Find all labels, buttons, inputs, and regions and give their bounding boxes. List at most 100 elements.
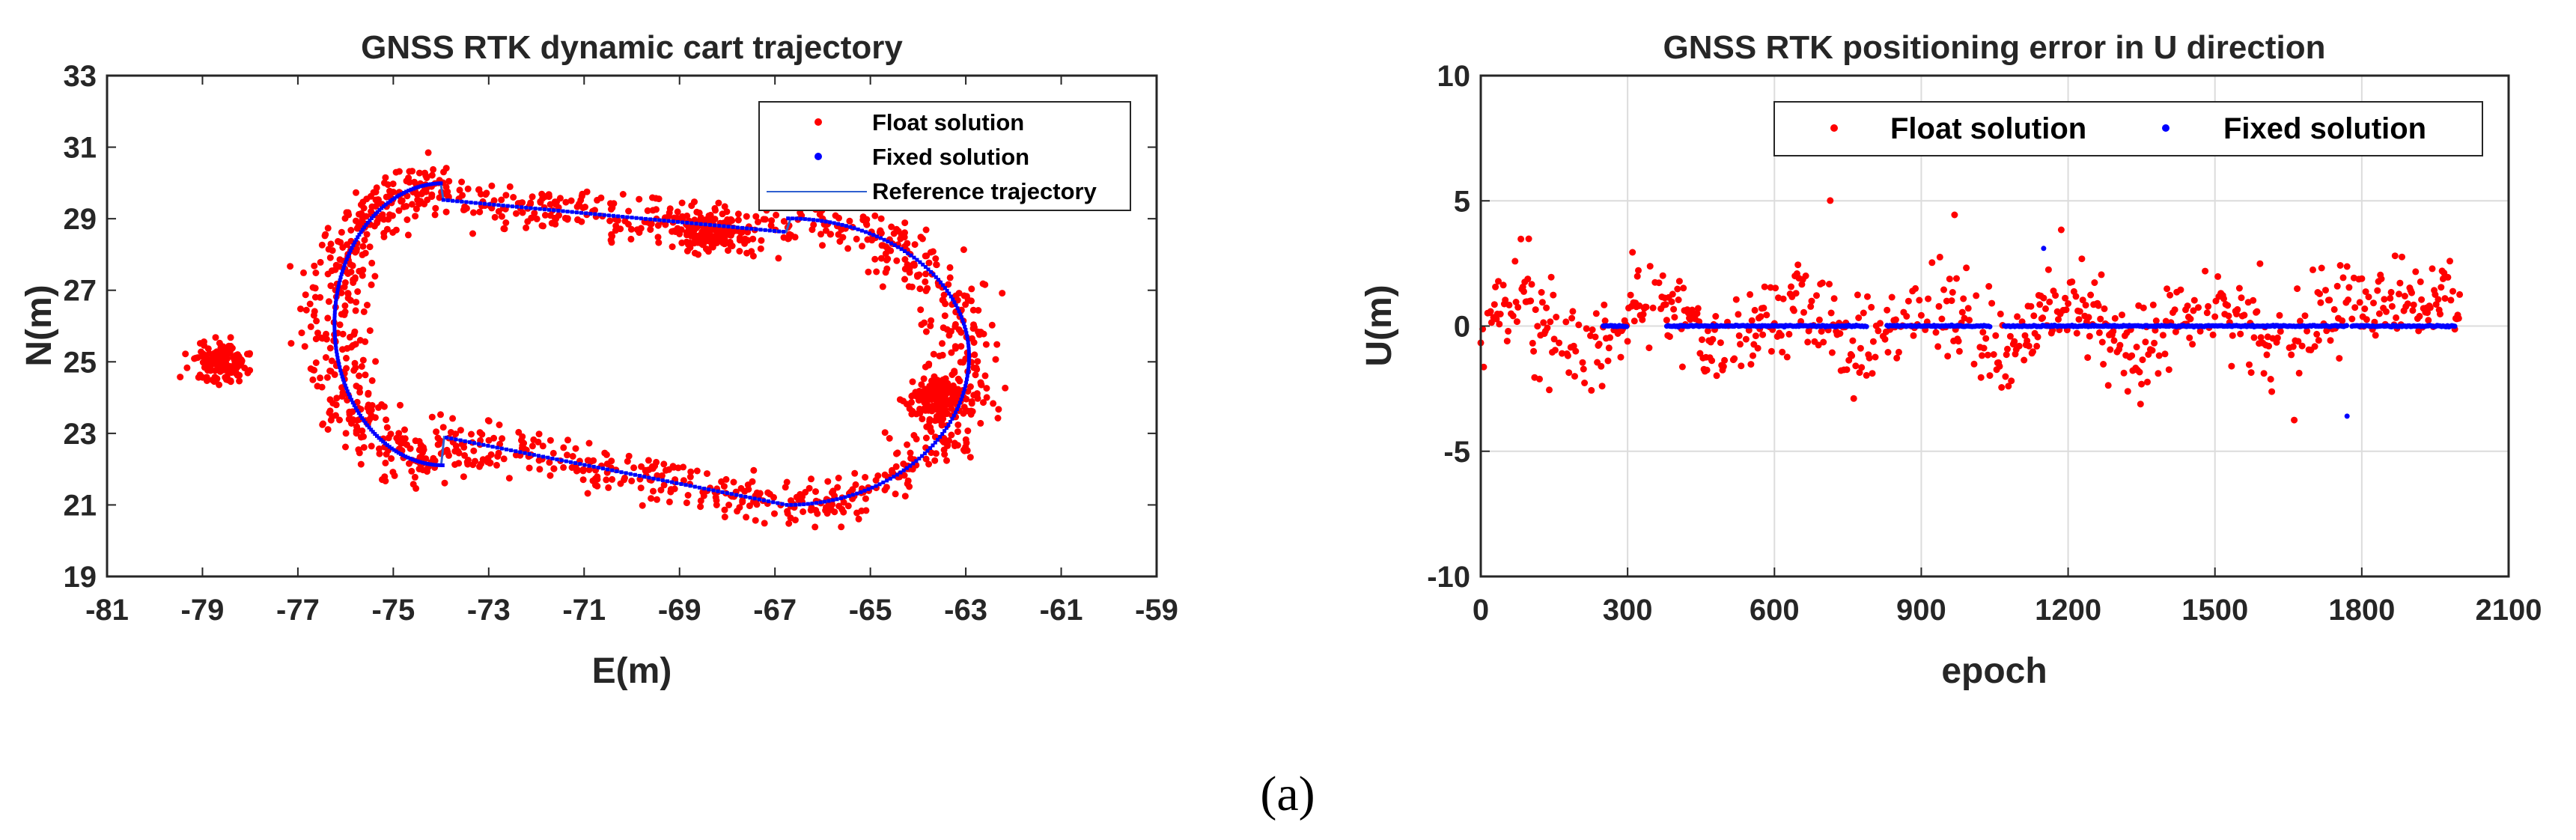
- float-point: [744, 237, 752, 244]
- float-point: [2391, 252, 2399, 260]
- float-point: [946, 332, 953, 339]
- float-point: [1502, 296, 1509, 304]
- float-point: [2086, 332, 2093, 340]
- float-point: [574, 466, 582, 474]
- fixed-point: [335, 287, 340, 292]
- float-point: [773, 211, 780, 219]
- fixed-point: [436, 463, 440, 467]
- float-point: [923, 400, 931, 407]
- float-point: [680, 477, 687, 484]
- float-point: [2365, 293, 2372, 301]
- float-point: [852, 481, 859, 488]
- y-tick-label: -10: [1427, 561, 1470, 594]
- float-point: [336, 416, 343, 424]
- fixed-point: [334, 346, 338, 350]
- fixed-point: [615, 469, 619, 473]
- float-point: [392, 168, 400, 176]
- fixed-point: [332, 310, 337, 314]
- float-point: [371, 414, 379, 421]
- float-point: [957, 359, 964, 366]
- float-point: [887, 247, 895, 255]
- fixed-point: [505, 447, 508, 451]
- float-point: [346, 408, 353, 416]
- fixed-point: [332, 326, 337, 331]
- float-point: [691, 198, 698, 206]
- fixed-point: [339, 371, 344, 376]
- float-point: [400, 439, 407, 447]
- y-axis-label: N(m): [19, 284, 59, 366]
- float-point: [922, 270, 930, 278]
- float-point: [2378, 276, 2385, 282]
- float-point: [2087, 291, 2095, 299]
- float-point: [2374, 287, 2381, 294]
- fixed-point: [871, 233, 876, 237]
- float-point: [546, 472, 554, 479]
- float-point: [1674, 285, 1681, 293]
- fixed-point: [725, 491, 729, 496]
- float-point: [963, 439, 970, 447]
- float-point: [359, 356, 367, 364]
- fixed-point: [423, 461, 427, 466]
- float-point: [2033, 342, 2041, 350]
- float-point: [1493, 315, 1500, 323]
- float-point: [745, 486, 752, 493]
- float-point: [666, 498, 673, 505]
- float-point: [1528, 281, 1535, 288]
- float-point: [853, 235, 860, 243]
- float-point: [1815, 341, 1822, 349]
- float-point: [475, 186, 482, 193]
- float-point: [835, 475, 842, 481]
- fixed-point: [344, 386, 349, 391]
- float-point: [546, 436, 554, 444]
- fixed-point: [676, 219, 680, 224]
- fixed-point: [703, 222, 707, 227]
- float-point: [1556, 339, 1563, 347]
- float-point: [1788, 283, 1794, 290]
- fixed-point: [542, 207, 546, 212]
- fixed-point: [588, 212, 593, 216]
- fixed-point: [630, 216, 634, 220]
- float-point: [1982, 335, 1990, 342]
- float-point: [954, 442, 961, 449]
- fixed-point: [496, 203, 501, 207]
- float-point: [327, 240, 335, 248]
- float-point: [476, 208, 484, 216]
- fixed-point: [965, 374, 969, 378]
- float-point: [831, 508, 838, 516]
- x-tick-label: 1500: [2181, 594, 2248, 627]
- fixed-point: [734, 493, 739, 497]
- float-point: [326, 409, 333, 416]
- float-point: [906, 483, 913, 490]
- float-point: [341, 279, 349, 286]
- float-point: [502, 219, 510, 226]
- fixed-point: [911, 461, 916, 466]
- float-point: [952, 292, 960, 299]
- fixed-point: [847, 494, 851, 498]
- float-point: [423, 174, 430, 181]
- fixed-point: [628, 472, 633, 476]
- float-point: [517, 199, 524, 207]
- float-point: [2046, 298, 2053, 305]
- float-point: [2171, 306, 2178, 314]
- fixed-point: [931, 273, 936, 277]
- float-point: [409, 201, 415, 208]
- fixed-point: [445, 436, 449, 439]
- float-point: [877, 227, 884, 234]
- float-point: [738, 228, 746, 236]
- float-point: [1868, 303, 1875, 311]
- float-point: [1553, 314, 1560, 320]
- float-point: [1639, 311, 1647, 318]
- float-point: [415, 465, 423, 472]
- float-point: [938, 421, 946, 429]
- fixed-point: [514, 449, 518, 454]
- float-point: [431, 211, 439, 219]
- float-point: [1529, 339, 1536, 347]
- fixed-point: [573, 461, 578, 465]
- float-point: [982, 341, 990, 348]
- fixed-point: [940, 432, 945, 436]
- fixed-point: [933, 440, 937, 445]
- float-point: [939, 340, 946, 347]
- float-point: [2101, 305, 2108, 312]
- fixed-point: [363, 421, 368, 425]
- fixed-point: [912, 255, 916, 260]
